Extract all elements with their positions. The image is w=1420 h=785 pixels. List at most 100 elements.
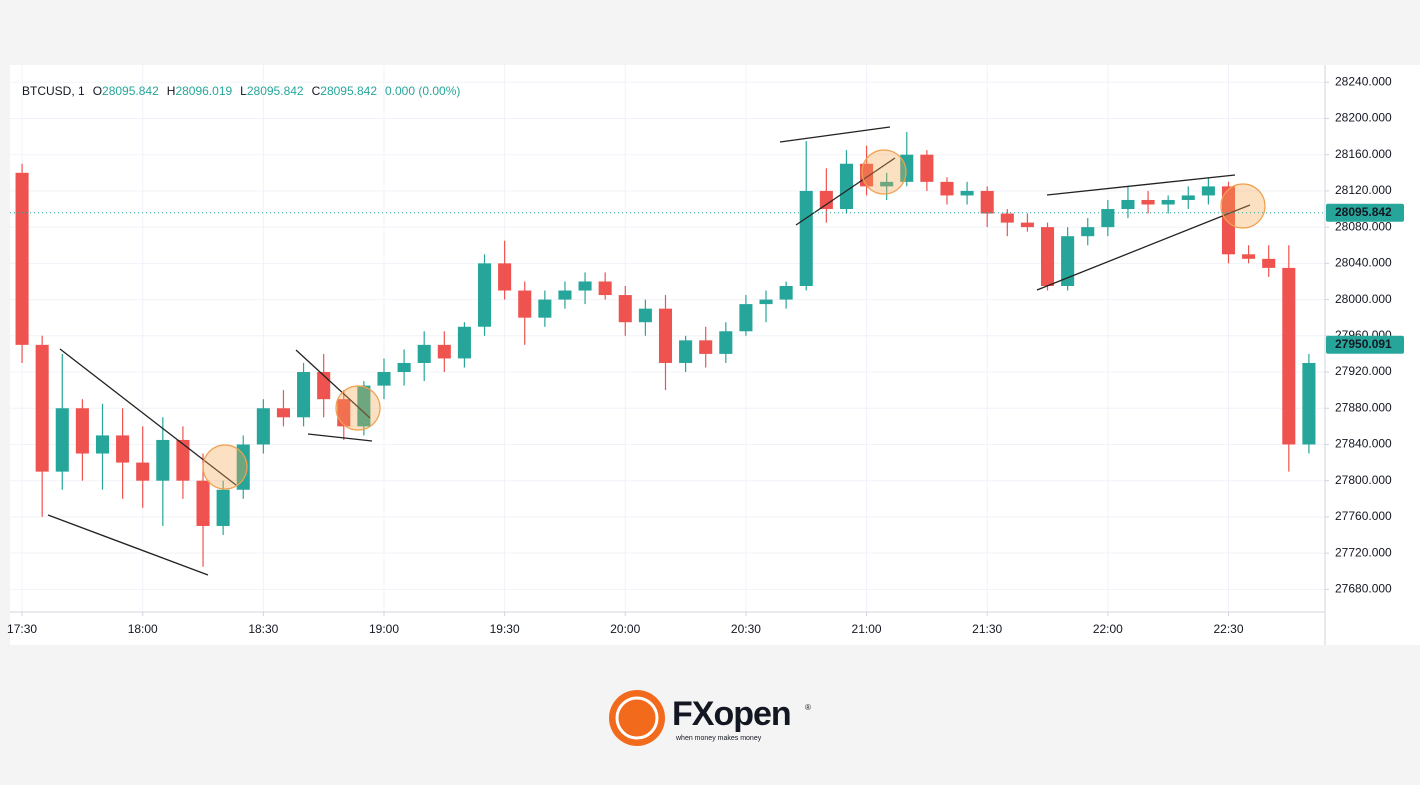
candle-body bbox=[940, 181, 954, 196]
ohlc-value: 28095.842 bbox=[247, 84, 304, 98]
logo-registered: ® bbox=[805, 703, 811, 712]
candle-body bbox=[196, 480, 210, 526]
x-tick-label: 20:30 bbox=[731, 622, 761, 636]
y-tick-label: 27880.000 bbox=[1335, 400, 1392, 414]
trendline bbox=[795, 157, 896, 226]
candle-body bbox=[1221, 186, 1236, 255]
candle-body bbox=[55, 408, 69, 472]
candle-body bbox=[880, 181, 894, 187]
change: 0.000 (0.00%) bbox=[385, 84, 460, 98]
candle-body bbox=[1061, 236, 1075, 286]
candle-body bbox=[236, 444, 250, 490]
candle-body bbox=[618, 295, 632, 323]
x-tick-label: 19:30 bbox=[490, 622, 520, 636]
highlight-circle bbox=[861, 149, 907, 195]
highlight-circle bbox=[1220, 183, 1266, 229]
ohlc-value: 28095.842 bbox=[102, 84, 159, 98]
candle-body bbox=[15, 172, 29, 345]
candle-body bbox=[1141, 199, 1155, 205]
symbol: BTCUSD, 1 bbox=[22, 84, 85, 98]
candle-body bbox=[75, 408, 89, 454]
candle-body bbox=[598, 281, 612, 296]
candle-body bbox=[1121, 199, 1135, 210]
logo-tagline: when money makes money bbox=[675, 735, 762, 742]
candle-body bbox=[377, 372, 391, 386]
trendline bbox=[1046, 174, 1236, 196]
candle-body bbox=[679, 340, 693, 363]
candle-body bbox=[538, 299, 552, 318]
price-tag-label: 28095.842 bbox=[1335, 205, 1392, 219]
candle-body bbox=[799, 190, 813, 286]
candle-body bbox=[819, 190, 833, 210]
trendline bbox=[47, 514, 209, 576]
candle-body bbox=[1000, 213, 1014, 223]
y-tick-label: 27760.000 bbox=[1335, 509, 1392, 523]
trendline bbox=[307, 433, 373, 442]
y-tick-label: 27720.000 bbox=[1335, 545, 1392, 559]
x-tick-label: 21:00 bbox=[852, 622, 882, 636]
candle-body bbox=[498, 263, 512, 291]
y-tick-label: 27680.000 bbox=[1335, 582, 1392, 596]
candle-body bbox=[256, 408, 270, 445]
candle-body bbox=[779, 285, 793, 300]
candle-body bbox=[1181, 195, 1195, 200]
trendline bbox=[59, 348, 237, 486]
candle-body bbox=[1081, 227, 1095, 237]
candle-body bbox=[980, 190, 994, 214]
candle-body bbox=[35, 344, 49, 472]
candle-body bbox=[719, 331, 733, 354]
y-tick-label: 28000.000 bbox=[1335, 292, 1392, 306]
chart-panel bbox=[10, 65, 1420, 645]
trendline bbox=[1036, 204, 1251, 291]
candle-body bbox=[457, 326, 471, 359]
ohlc-label: L bbox=[240, 84, 247, 98]
candle-body bbox=[558, 290, 572, 300]
candle-body bbox=[1101, 209, 1115, 228]
price-tag bbox=[1326, 203, 1404, 222]
highlight-circle bbox=[202, 444, 248, 490]
candle-body bbox=[839, 163, 853, 210]
candles bbox=[15, 132, 1316, 567]
trendline bbox=[295, 349, 371, 419]
y-tick-label: 28040.000 bbox=[1335, 256, 1392, 270]
candle-body bbox=[156, 439, 170, 481]
highlight-circle bbox=[335, 385, 381, 431]
price-tag-label: 27950.091 bbox=[1335, 337, 1392, 351]
x-tick-label: 21:30 bbox=[972, 622, 1002, 636]
ohlc-label: O bbox=[93, 84, 102, 98]
y-tick-label: 28200.000 bbox=[1335, 111, 1392, 125]
candle-body bbox=[397, 362, 411, 373]
chart-header: BTCUSD, 1 O28095.842 H28096.019 L28095.842 C… bbox=[22, 84, 460, 98]
candle-body bbox=[176, 439, 190, 481]
candle-body bbox=[337, 399, 351, 427]
candle-body bbox=[960, 190, 974, 196]
candle-body bbox=[276, 408, 290, 418]
candle-body bbox=[1242, 254, 1256, 259]
logo-name: FXopen bbox=[672, 695, 791, 733]
candle-body bbox=[658, 308, 673, 363]
y-tick-label: 28240.000 bbox=[1335, 74, 1392, 88]
candle-body bbox=[1201, 186, 1215, 196]
candle-body bbox=[759, 299, 773, 305]
y-tick-label: 28160.000 bbox=[1335, 147, 1392, 161]
candle-body bbox=[1262, 258, 1276, 268]
x-tick-label: 19:00 bbox=[369, 622, 399, 636]
y-tick-label: 27840.000 bbox=[1335, 437, 1392, 451]
candle-body bbox=[578, 281, 592, 291]
ohlc-label: H bbox=[167, 84, 176, 98]
candle-body bbox=[1282, 267, 1296, 445]
candle-body bbox=[477, 263, 492, 327]
ohlc-label: C bbox=[312, 84, 321, 98]
candle-body bbox=[95, 435, 110, 454]
y-tick-label: 28120.000 bbox=[1335, 183, 1392, 197]
x-tick-label: 22:30 bbox=[1213, 622, 1243, 636]
candle-body bbox=[1040, 227, 1055, 286]
candle-body bbox=[638, 308, 652, 323]
price-tag bbox=[1326, 335, 1404, 354]
candle-body bbox=[920, 154, 934, 182]
candle-body bbox=[437, 344, 451, 359]
ohlc-value: 28095.842 bbox=[320, 84, 377, 98]
candle-body bbox=[136, 462, 150, 481]
